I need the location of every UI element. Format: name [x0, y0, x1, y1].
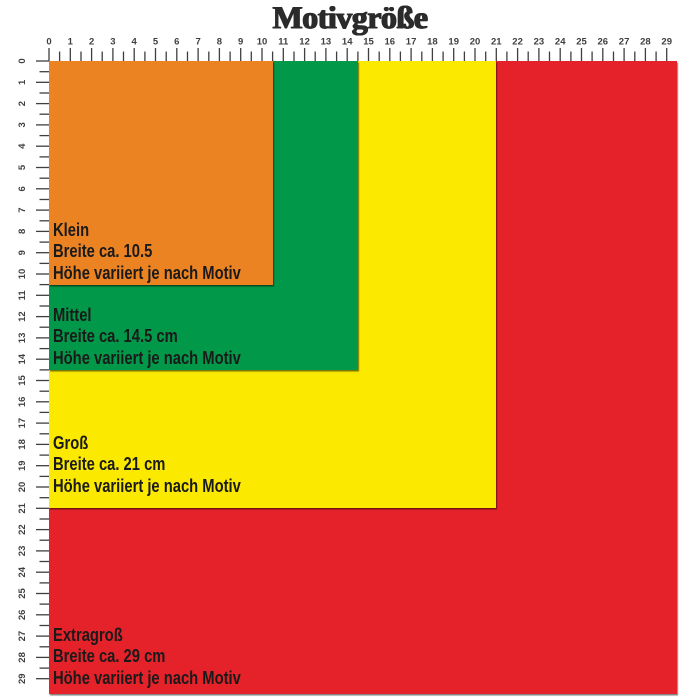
- svg-text:16: 16: [385, 37, 396, 48]
- svg-text:0: 0: [17, 58, 28, 63]
- svg-text:17: 17: [406, 37, 417, 48]
- svg-text:20: 20: [17, 482, 28, 493]
- svg-text:9: 9: [238, 37, 243, 48]
- svg-text:26: 26: [17, 610, 28, 621]
- svg-text:2: 2: [89, 37, 94, 48]
- svg-text:21: 21: [491, 37, 502, 48]
- svg-text:4: 4: [132, 37, 138, 48]
- svg-text:25: 25: [17, 588, 28, 599]
- svg-text:15: 15: [363, 37, 374, 48]
- svg-text:8: 8: [217, 37, 222, 48]
- svg-text:6: 6: [174, 37, 179, 48]
- svg-text:9: 9: [17, 250, 28, 255]
- svg-text:18: 18: [427, 37, 438, 48]
- svg-text:20: 20: [470, 37, 481, 48]
- svg-text:15: 15: [17, 375, 28, 386]
- svg-text:26: 26: [598, 37, 609, 48]
- svg-text:24: 24: [17, 566, 28, 577]
- svg-text:6: 6: [17, 186, 28, 191]
- svg-text:3: 3: [17, 122, 28, 127]
- svg-text:24: 24: [555, 37, 566, 48]
- svg-text:19: 19: [448, 37, 459, 48]
- svg-text:4: 4: [17, 143, 28, 149]
- svg-text:3: 3: [110, 37, 115, 48]
- svg-text:0: 0: [46, 37, 51, 48]
- svg-text:29: 29: [661, 37, 672, 48]
- svg-text:7: 7: [195, 37, 200, 48]
- svg-text:5: 5: [153, 37, 159, 48]
- svg-text:16: 16: [17, 397, 28, 408]
- svg-text:10: 10: [257, 37, 268, 48]
- svg-text:27: 27: [17, 631, 28, 642]
- svg-text:1: 1: [68, 37, 74, 48]
- svg-text:10: 10: [17, 269, 28, 280]
- svg-text:22: 22: [512, 37, 523, 48]
- svg-text:21: 21: [17, 502, 28, 513]
- svg-text:13: 13: [321, 37, 332, 48]
- svg-text:28: 28: [640, 37, 651, 48]
- svg-text:28: 28: [17, 652, 28, 663]
- svg-text:18: 18: [17, 439, 28, 450]
- svg-text:29: 29: [17, 673, 28, 684]
- svg-text:2: 2: [17, 101, 28, 106]
- svg-text:23: 23: [17, 546, 28, 557]
- svg-text:22: 22: [17, 524, 28, 535]
- svg-text:14: 14: [342, 37, 353, 48]
- svg-text:19: 19: [17, 460, 28, 471]
- svg-text:25: 25: [576, 37, 587, 48]
- svg-text:8: 8: [17, 229, 28, 234]
- svg-text:12: 12: [299, 37, 310, 48]
- svg-text:14: 14: [17, 353, 28, 364]
- svg-text:23: 23: [534, 37, 545, 48]
- svg-text:11: 11: [278, 37, 289, 48]
- svg-text:1: 1: [17, 79, 28, 85]
- svg-text:13: 13: [17, 333, 28, 344]
- svg-text:11: 11: [17, 290, 28, 301]
- svg-text:5: 5: [17, 164, 28, 170]
- svg-text:17: 17: [17, 418, 28, 429]
- svg-text:7: 7: [17, 207, 28, 212]
- svg-text:12: 12: [17, 311, 28, 322]
- svg-text:27: 27: [619, 37, 630, 48]
